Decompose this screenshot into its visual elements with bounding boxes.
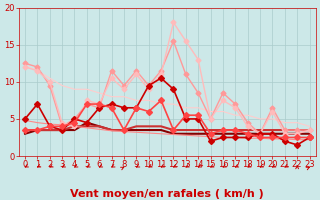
X-axis label: Vent moyen/en rafales ( km/h ): Vent moyen/en rafales ( km/h ): [70, 189, 264, 199]
